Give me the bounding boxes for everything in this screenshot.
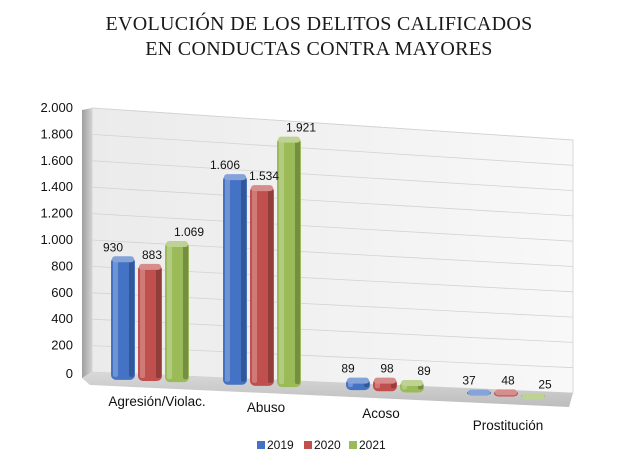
bar-shadow bbox=[156, 267, 161, 379]
bar-2019-3 bbox=[346, 377, 370, 391]
bar-highlight bbox=[252, 189, 257, 383]
gridline bbox=[91, 186, 574, 217]
bar-cap bbox=[374, 377, 396, 384]
bar-2020-3 bbox=[373, 377, 397, 392]
bar-2019-4 bbox=[467, 389, 491, 396]
y-tick-label: 800 bbox=[51, 258, 73, 273]
bar-cap bbox=[468, 389, 490, 396]
legend-label: 2019 bbox=[267, 438, 294, 452]
bar-cap bbox=[251, 185, 273, 192]
bar-cap bbox=[278, 136, 300, 143]
bar-highlight bbox=[167, 244, 172, 380]
y-tick-label: 1.200 bbox=[40, 206, 73, 221]
bars bbox=[111, 136, 545, 400]
legend: 2019 2020 2021 bbox=[257, 438, 386, 452]
bar-shadow bbox=[129, 260, 134, 377]
gridline bbox=[91, 107, 574, 141]
gridline bbox=[91, 134, 574, 166]
y-tick-label: 0 bbox=[66, 366, 73, 381]
bar-cap bbox=[495, 389, 517, 396]
floor bbox=[82, 372, 573, 407]
bar-cap bbox=[522, 393, 544, 400]
bar-2021-2 bbox=[277, 136, 301, 388]
back-wall bbox=[91, 107, 574, 394]
bar-highlight bbox=[113, 260, 118, 377]
bar-highlight bbox=[279, 140, 284, 385]
y-tick-label: 600 bbox=[51, 285, 73, 300]
bar-cap bbox=[224, 174, 246, 181]
y-axis-tick-labels: 0 200 400 600 800 1.000 1.200 1.400 1.600 1.800 2.… bbox=[40, 100, 73, 381]
data-label: 37 bbox=[462, 374, 476, 388]
data-label: 25 bbox=[538, 378, 552, 392]
side-wall bbox=[82, 108, 92, 378]
bar-2020-2 bbox=[250, 185, 274, 386]
x-axis-tick-labels: Agresión/Violac. Abuso Acoso Prostitución bbox=[108, 394, 543, 433]
data-label: 930 bbox=[103, 240, 123, 254]
bar-2019-2 bbox=[223, 174, 247, 385]
data-label: 883 bbox=[142, 248, 162, 262]
bar-2021-1 bbox=[165, 240, 189, 383]
y-tick-label: 1.800 bbox=[40, 126, 73, 141]
y-tick-label: 2.000 bbox=[40, 100, 73, 115]
legend-label: 2021 bbox=[359, 438, 386, 452]
bar-2019-1 bbox=[111, 256, 135, 380]
chart-title-line-1: EVOLUCIÓN DE LOS DELITOS CALIFICADOS bbox=[105, 13, 533, 35]
legend-swatch bbox=[304, 441, 312, 449]
data-label: 89 bbox=[341, 362, 355, 376]
gridline bbox=[91, 160, 574, 191]
bar-2020-1 bbox=[138, 263, 162, 382]
data-label: 1.921 bbox=[286, 121, 316, 135]
chart-title-line-2: EN CONDUCTAS CONTRA MAYORES bbox=[145, 38, 493, 60]
legend-label: 2020 bbox=[314, 438, 341, 452]
bar-2021-4 bbox=[521, 393, 545, 400]
bar-shadow bbox=[295, 140, 300, 385]
data-label: 89 bbox=[417, 364, 431, 378]
x-tick-label: Prostitución bbox=[473, 418, 544, 433]
bar-cap bbox=[347, 377, 369, 384]
legend-swatch bbox=[257, 441, 265, 449]
y-tick-label: 400 bbox=[51, 311, 73, 326]
bar-shadow bbox=[268, 189, 273, 383]
bar-highlight bbox=[225, 178, 230, 382]
x-tick-label: Acoso bbox=[362, 406, 400, 421]
x-tick-label: Agresión/Violac. bbox=[108, 394, 205, 409]
gridline bbox=[91, 213, 574, 242]
data-labels: 930 883 1.069 1.606 1.534 1.921 89 98 89 37 48 25 bbox=[103, 121, 552, 392]
y-tick-label: 200 bbox=[51, 338, 73, 353]
x-tick-label: Abuso bbox=[247, 400, 285, 415]
data-label: 1.069 bbox=[174, 225, 204, 239]
data-label: 1.606 bbox=[210, 158, 240, 172]
bar-2021-3 bbox=[400, 380, 424, 393]
data-label: 48 bbox=[501, 373, 515, 387]
bar-cap bbox=[166, 240, 188, 247]
data-label: 1.534 bbox=[249, 169, 279, 183]
bar-shadow bbox=[183, 244, 188, 380]
bar-highlight bbox=[140, 267, 145, 379]
y-tick-label: 1.400 bbox=[40, 179, 73, 194]
bar-2020-4 bbox=[494, 389, 518, 397]
legend-swatch bbox=[349, 441, 357, 449]
y-tick-label: 1.600 bbox=[40, 153, 73, 168]
bar-cap bbox=[112, 256, 134, 263]
y-tick-label: 1.000 bbox=[40, 232, 73, 247]
bar-cap bbox=[401, 380, 423, 387]
bar-shadow bbox=[241, 178, 246, 382]
data-label: 98 bbox=[380, 362, 394, 376]
bar-cap bbox=[139, 263, 161, 270]
